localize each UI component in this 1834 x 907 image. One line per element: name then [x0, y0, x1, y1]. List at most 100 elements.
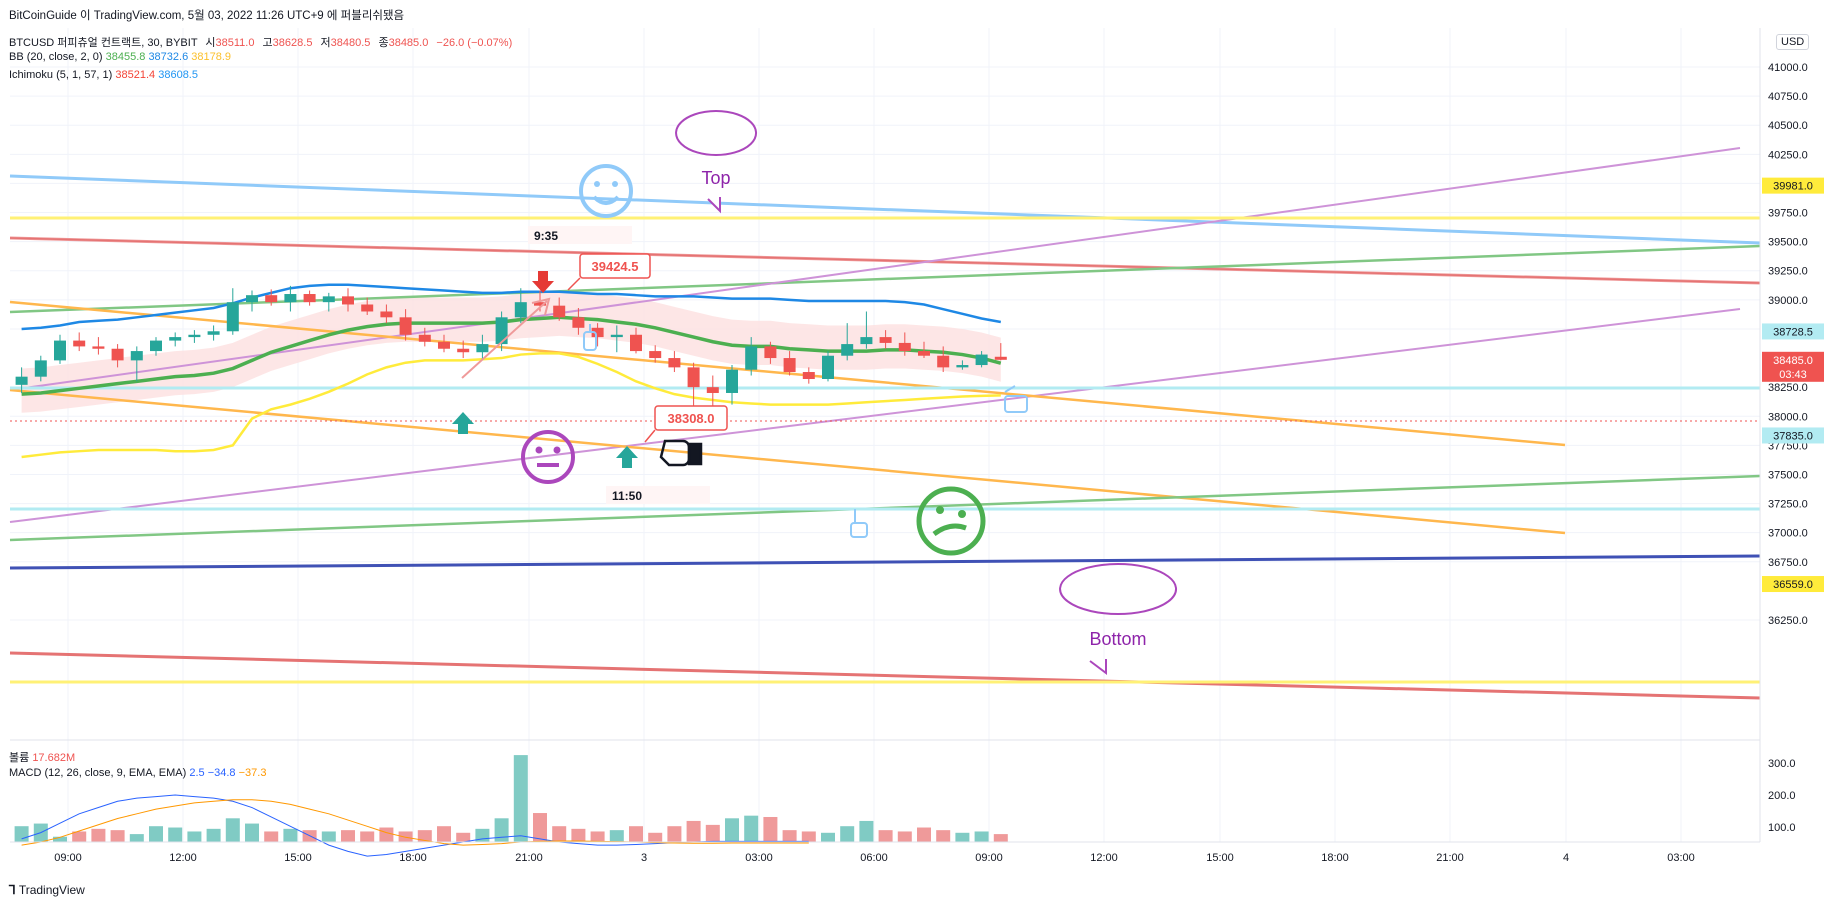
- volume-bar: [245, 823, 259, 842]
- volume-bar: [782, 830, 797, 842]
- candle-body: [610, 334, 623, 338]
- candle-body: [188, 334, 201, 338]
- volume-bar: [379, 827, 394, 842]
- x-tick-label: 12:00: [1090, 852, 1118, 864]
- volume-bar: [225, 818, 240, 842]
- candle-body: [879, 337, 892, 343]
- volume-legend[interactable]: 볼륨 17.682M: [9, 752, 76, 764]
- candle-body: [92, 346, 105, 349]
- x-tick-label: 15:00: [1206, 852, 1234, 864]
- svg-text:300.0: 300.0: [1768, 758, 1796, 770]
- volume-bar: [437, 826, 451, 842]
- top-speech-bubble: [675, 110, 758, 214]
- currency-button[interactable]: USD: [1776, 34, 1810, 50]
- volume-bar: [859, 820, 874, 842]
- low-price-box: [654, 405, 728, 431]
- candle-body: [553, 305, 566, 318]
- time-box-2: [606, 486, 710, 504]
- macd-legend[interactable]: MACD (12, 26, close, 9, EMA, EMA) 2.5 −3…: [9, 767, 267, 779]
- volume-bar: [955, 832, 970, 842]
- volume-bar: [360, 831, 375, 842]
- bottom-speech-bubble: [1059, 563, 1177, 675]
- volume-bar: [609, 830, 624, 842]
- candle-body: [322, 296, 335, 303]
- price-label-text: 39981.0: [1773, 181, 1813, 193]
- volume-bar: [283, 828, 298, 842]
- price-label-box: [1762, 323, 1824, 340]
- close-value: 38485.0: [388, 37, 429, 49]
- y-tick-label: 41000.0: [1768, 62, 1808, 74]
- price-label-box: [1762, 177, 1824, 194]
- smile-face-icon: [579, 164, 633, 218]
- volume-bar: [321, 831, 336, 842]
- y-tick-label: 36250.0: [1768, 615, 1808, 627]
- arrow-line-up: [461, 300, 548, 379]
- candle-body: [73, 340, 86, 347]
- y-tick-label: 37500.0: [1768, 469, 1808, 481]
- candle-body: [130, 351, 143, 361]
- x-tick-label: 3: [641, 852, 647, 864]
- ichimoku-cloud: [21, 291, 1001, 413]
- ichimoku-legend[interactable]: Ichimoku (5, 1, 57, 1) 38521.4 38608.5: [9, 69, 198, 81]
- x-tick-label: 15:00: [284, 852, 312, 864]
- trend-lines: [9, 147, 1761, 700]
- candle-body: [54, 340, 66, 361]
- neutral-face-icon: [521, 430, 575, 484]
- x-tick-label: 18:00: [399, 852, 427, 864]
- volume-bar: [667, 826, 682, 842]
- time-label-1: 9:35: [534, 229, 558, 243]
- tradingview-logo[interactable]: ⅂ TradingView: [9, 883, 85, 897]
- volume-bar: [821, 832, 835, 842]
- low-price-label: 38308.0: [668, 411, 715, 426]
- trend-line-purple-lower: [9, 308, 1741, 523]
- candle-body: [476, 344, 489, 353]
- price-labels: 39981.0 38728.5 38485.0 03:43 37835.0 36559.0: [1762, 177, 1824, 593]
- y-tick-label: 37000.0: [1768, 528, 1808, 540]
- volume-bar: [590, 831, 605, 842]
- volume-bar: [533, 813, 547, 842]
- candles: [15, 285, 1007, 410]
- y-tick-label: 38000.0: [1768, 411, 1808, 423]
- bollinger-bands: [21, 283, 1002, 459]
- volume-bar: [398, 831, 413, 842]
- bb-legend[interactable]: BB (20, close, 2, 0) 38455.8 38732.6 381…: [9, 51, 232, 63]
- price-label-text: 37835.0: [1773, 430, 1813, 442]
- x-axis: 09:00 12:00 15:00 18:00 21:00 3 03:00 06:00 09:0…: [54, 852, 1695, 864]
- volume-bar: [129, 834, 144, 842]
- price-label-text: 38728.5: [1773, 326, 1813, 338]
- publish-line: BitCoinGuide 이 TradingView.com, 5월 03, 2…: [9, 10, 405, 22]
- candle-body: [399, 317, 412, 335]
- volume-bar: [917, 827, 931, 842]
- pointing-hand-icon-2: [850, 509, 868, 538]
- ichimoku-cloud-area: [21, 291, 1001, 413]
- volume-bar: [494, 818, 509, 842]
- trend-line-green-upper: [9, 244, 1761, 314]
- open-value: 38511.0: [215, 37, 255, 49]
- volume-bar: [897, 831, 912, 842]
- volume-bar: [801, 831, 816, 842]
- x-tick-label: 03:00: [745, 852, 773, 864]
- volume-bar: [168, 827, 183, 842]
- x-tick-label: 21:00: [1436, 852, 1464, 864]
- volume-bar: [878, 830, 893, 842]
- y-tick-label: 39000.0: [1768, 295, 1808, 307]
- x-tick-label: 06:00: [860, 852, 888, 864]
- candle-body: [418, 334, 431, 342]
- x-tick-label: 09:00: [975, 852, 1003, 864]
- candle-body: [361, 304, 374, 312]
- candle-body: [207, 331, 220, 335]
- grid: [10, 28, 1760, 842]
- candle-body: [783, 358, 796, 373]
- symbol-name[interactable]: BTCUSD 퍼피츄얼 컨트랙트, 30, BYBIT: [9, 37, 198, 49]
- y-tick-label: 40500.0: [1768, 120, 1808, 132]
- candle-body: [745, 346, 758, 370]
- candle-body: [956, 365, 969, 368]
- candle-body: [303, 294, 316, 303]
- pointing-hand-icon-1: [583, 324, 597, 351]
- volume-bar: [91, 828, 106, 842]
- volume-bar: [725, 818, 739, 842]
- trend-line-navy: [9, 554, 1761, 570]
- trend-line-red-lower: [9, 651, 1761, 700]
- candle-body: [687, 367, 700, 388]
